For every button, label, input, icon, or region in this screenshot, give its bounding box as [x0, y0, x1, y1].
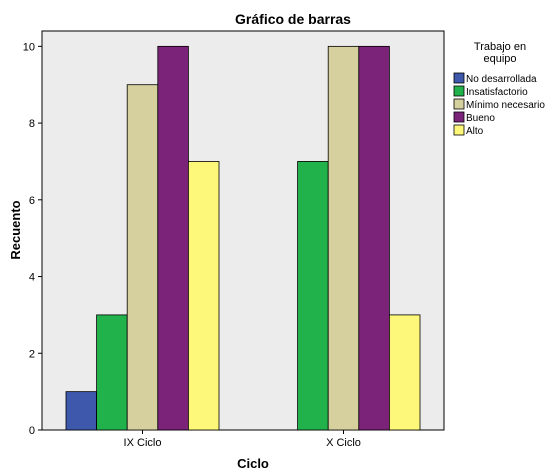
- y-tick-label: 0: [29, 425, 35, 437]
- chart-title: Gráfico de barras: [235, 11, 351, 27]
- y-tick-label: 10: [23, 41, 35, 53]
- x-tick-label: X Ciclo: [326, 437, 361, 449]
- legend-label: Bueno: [466, 113, 495, 124]
- legend-swatch: [453, 124, 465, 136]
- y-tick-label: 4: [29, 272, 35, 284]
- y-tick-label: 8: [29, 118, 35, 130]
- bars-group: [65, 45, 421, 431]
- legend-swatch: [453, 72, 465, 84]
- bar-insatisfactorio: [96, 314, 128, 431]
- legend-title-line-1: Trabajo en: [474, 41, 526, 53]
- y-axis-label: Recuento: [8, 200, 23, 259]
- x-axis-label: Ciclo: [237, 456, 269, 471]
- x-tick-label: IX Ciclo: [124, 437, 162, 449]
- legend: Trabajo en equipo No desarrollada Insatis…: [453, 41, 545, 137]
- x-axis: IX Ciclo X Ciclo: [124, 430, 361, 449]
- legend-swatch: [453, 111, 465, 123]
- bar-bueno: [358, 45, 390, 431]
- legend-label: No desarrollada: [466, 74, 537, 85]
- legend-swatch: [453, 85, 465, 97]
- bar-no-desarrollada: [65, 391, 98, 431]
- y-tick-label: 2: [29, 348, 35, 360]
- bar-m-nimo-necesario: [327, 45, 360, 431]
- bar-m-nimo-necesario: [126, 84, 159, 431]
- bar-insatisfactorio: [297, 161, 329, 431]
- bar-alto: [187, 161, 220, 431]
- bar-alto: [388, 314, 421, 431]
- y-axis: 0 2 4 6 8 10: [23, 41, 42, 437]
- legend-label: Insatisfactorio: [466, 87, 528, 98]
- y-tick-label: 6: [29, 195, 35, 207]
- legend-label: Mínimo necesario: [466, 100, 545, 111]
- bar-bueno: [157, 45, 189, 431]
- legend-label: Alto: [466, 126, 484, 137]
- legend-title-line-2: equipo: [483, 53, 516, 65]
- legend-swatch: [453, 98, 465, 110]
